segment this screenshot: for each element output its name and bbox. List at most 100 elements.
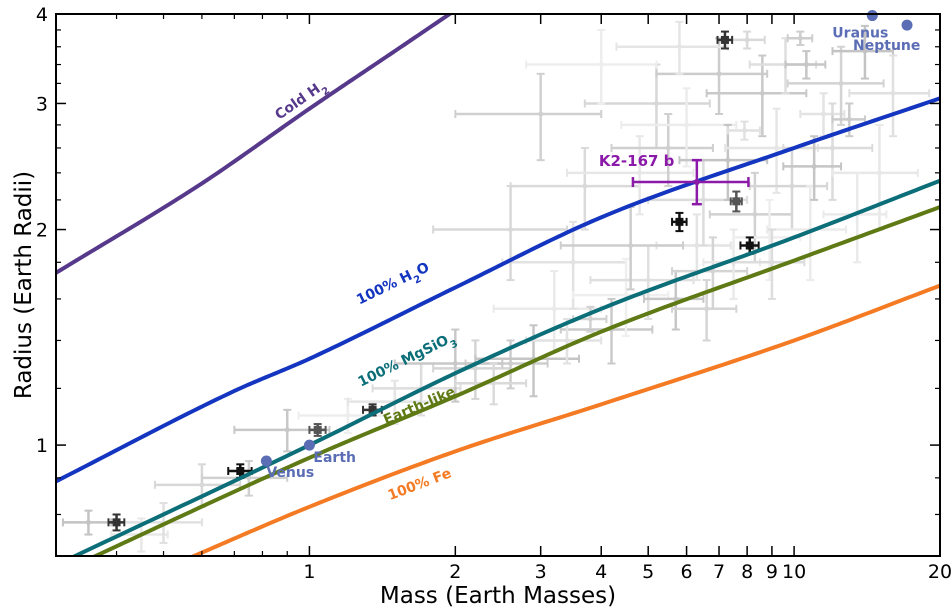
solar-planet-label: Neptune: [853, 38, 920, 54]
background-planet: [782, 135, 843, 201]
planet-point: [313, 425, 322, 434]
solar-planet-marker: [303, 439, 315, 451]
axes: 1 2 3 4 5 6 7 8 9 10 20 1 2 3 4: [36, 4, 952, 583]
planet-point: [890, 90, 896, 96]
planet-point: [472, 365, 478, 371]
planet-point: [725, 157, 731, 163]
plot-background: [56, 14, 940, 556]
background-planet: [620, 87, 738, 168]
target-point: [693, 179, 700, 186]
target-label: K2-167 b: [599, 152, 675, 170]
planet-point: [744, 37, 750, 43]
planet-point: [199, 482, 205, 488]
x-tick-label: 20: [928, 561, 952, 583]
planet-point: [838, 80, 844, 86]
planet-point: [862, 48, 868, 54]
solar-planet-marker: [866, 10, 878, 22]
x-tick-label: 7: [713, 561, 725, 583]
y-tick-label: 4: [36, 4, 48, 26]
highlighted-planet: [671, 211, 688, 233]
planet-point: [846, 116, 852, 122]
solar-planet-marker: [260, 455, 272, 467]
planet-point: [508, 227, 514, 233]
highlighted-planet: [716, 30, 734, 50]
planet-point: [645, 277, 651, 283]
background-planet: [831, 123, 919, 231]
planet-point: [769, 259, 775, 265]
planet-point: [720, 35, 729, 44]
planet-point: [623, 292, 629, 298]
planet-point: [368, 405, 377, 414]
background-planet: [525, 28, 658, 105]
planet-point: [789, 183, 795, 189]
y-tick-label: 2: [36, 220, 48, 242]
planet-point: [741, 128, 747, 134]
planet-point: [684, 122, 690, 128]
planet-point: [676, 44, 682, 50]
planet-point: [582, 183, 588, 189]
model-curve: [188, 283, 940, 556]
background-planet: [786, 45, 885, 126]
x-tick-label: 2: [449, 561, 461, 583]
planet-point: [732, 197, 741, 206]
x-tick-label: 4: [595, 561, 607, 583]
planet-point: [797, 35, 803, 41]
plot-frame: [55, 13, 941, 557]
solar-planet-label: Venus: [266, 465, 314, 481]
highlighted-planet: [107, 513, 126, 532]
x-tick-label: 10: [782, 561, 806, 583]
target-planet: K2-167 b: [599, 152, 750, 206]
planet-point: [345, 412, 351, 418]
highlighted-planet: [729, 190, 743, 213]
y-tick-label: 1: [36, 435, 48, 457]
planet-point: [704, 306, 710, 312]
background-planet: [655, 37, 769, 116]
background-planet: [799, 92, 846, 138]
planet-point: [700, 197, 706, 203]
planet-point: [570, 259, 576, 265]
planet-point: [665, 145, 671, 151]
background-planet: [784, 50, 827, 80]
x-axis-title: Mass (Earth Masses): [380, 583, 616, 609]
planet-point: [745, 241, 754, 250]
x-tick-label: 5: [642, 561, 654, 583]
background-planet: [393, 328, 504, 403]
planet-point: [759, 90, 765, 96]
planet-point: [538, 111, 544, 117]
planet-point: [829, 145, 835, 151]
planet-point: [564, 337, 570, 343]
planet-point: [628, 242, 634, 248]
model-curve: [56, 14, 454, 275]
planet-point: [710, 268, 716, 274]
model-curve: [90, 205, 940, 556]
highlighted-planet: [739, 236, 760, 255]
background-planet: [454, 362, 528, 406]
background-planet: [559, 206, 685, 291]
x-tick-label: 6: [681, 561, 693, 583]
x-tick-label: 9: [766, 561, 778, 583]
background-planet: [726, 120, 761, 141]
planet-point: [587, 316, 593, 322]
planet-point: [803, 62, 809, 68]
x-tick-label: 3: [535, 561, 547, 583]
planet-point: [598, 62, 604, 68]
planet-point: [236, 467, 245, 476]
background-planet: [525, 318, 603, 365]
planet-point: [752, 211, 758, 217]
planet-point: [551, 306, 557, 312]
planet-point: [284, 427, 290, 433]
y-tick-label: 3: [36, 93, 48, 115]
planet-point: [675, 217, 684, 226]
solar-planet-label: Uranus: [832, 26, 888, 42]
highlighted-planet: [308, 423, 327, 437]
planet-point: [653, 100, 659, 106]
planet-point: [694, 242, 700, 248]
solar-planet-marker: [901, 19, 913, 31]
background-planet: [61, 509, 113, 536]
background-planet: [705, 54, 808, 138]
planet-point: [876, 170, 882, 176]
planet-point: [112, 518, 121, 527]
solar-planet-label: Earth: [313, 450, 356, 466]
planet-point: [673, 296, 679, 302]
